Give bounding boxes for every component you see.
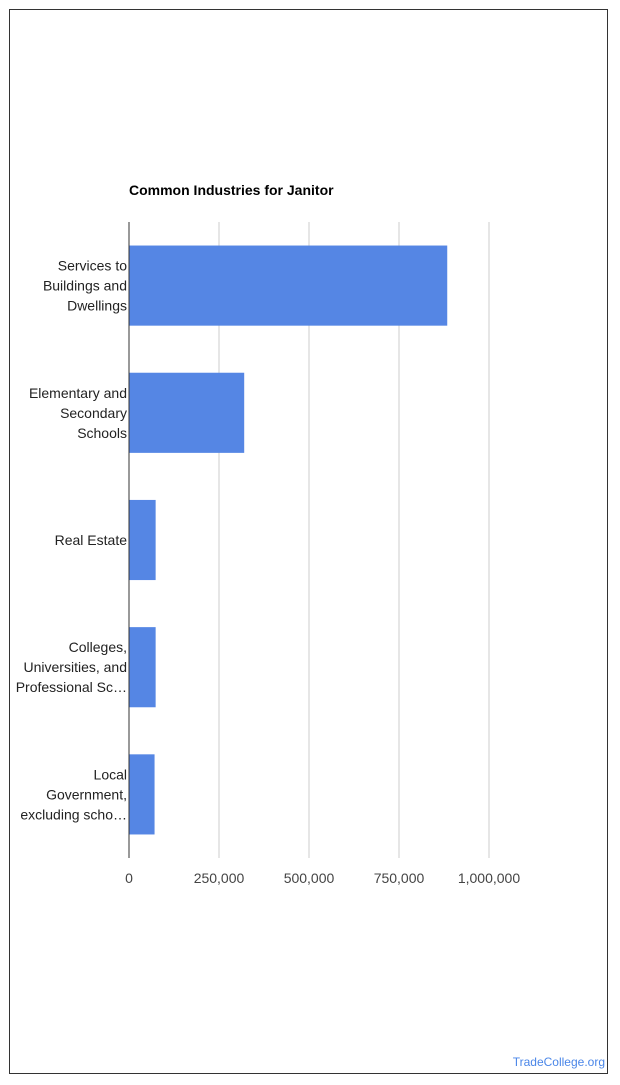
- x-axis-ticks: 0 250,000 500,000 750,000 1,000,000: [125, 870, 520, 886]
- x-tick-label: 0: [125, 870, 133, 886]
- category-label: Real Estate: [55, 532, 128, 548]
- bar[interactable]: [129, 372, 245, 453]
- category-label: Elementary and Secondary Schools: [29, 385, 127, 441]
- x-tick-label: 500,000: [284, 870, 335, 886]
- gridlines: [218, 222, 490, 858]
- category-label: Colleges, Universities, and Professional S…: [16, 639, 127, 695]
- bar[interactable]: [129, 754, 155, 835]
- bar[interactable]: [129, 245, 448, 326]
- x-tick-label: 250,000: [194, 870, 245, 886]
- bar[interactable]: [129, 499, 156, 581]
- x-tick-label: 1,000,000: [458, 870, 520, 886]
- category-label: Local Government, excluding scho…: [20, 766, 127, 822]
- category-labels: Services to Buildings and Dwellings Element…: [16, 258, 127, 823]
- x-tick-label: 750,000: [374, 870, 425, 886]
- bars: [129, 245, 448, 835]
- bar[interactable]: [129, 627, 156, 708]
- chart-title: Common Industries for Janitor: [129, 182, 334, 198]
- watermark-link[interactable]: TradeCollege.org: [512, 1055, 605, 1069]
- category-label: Services to Buildings and Dwellings: [43, 258, 127, 314]
